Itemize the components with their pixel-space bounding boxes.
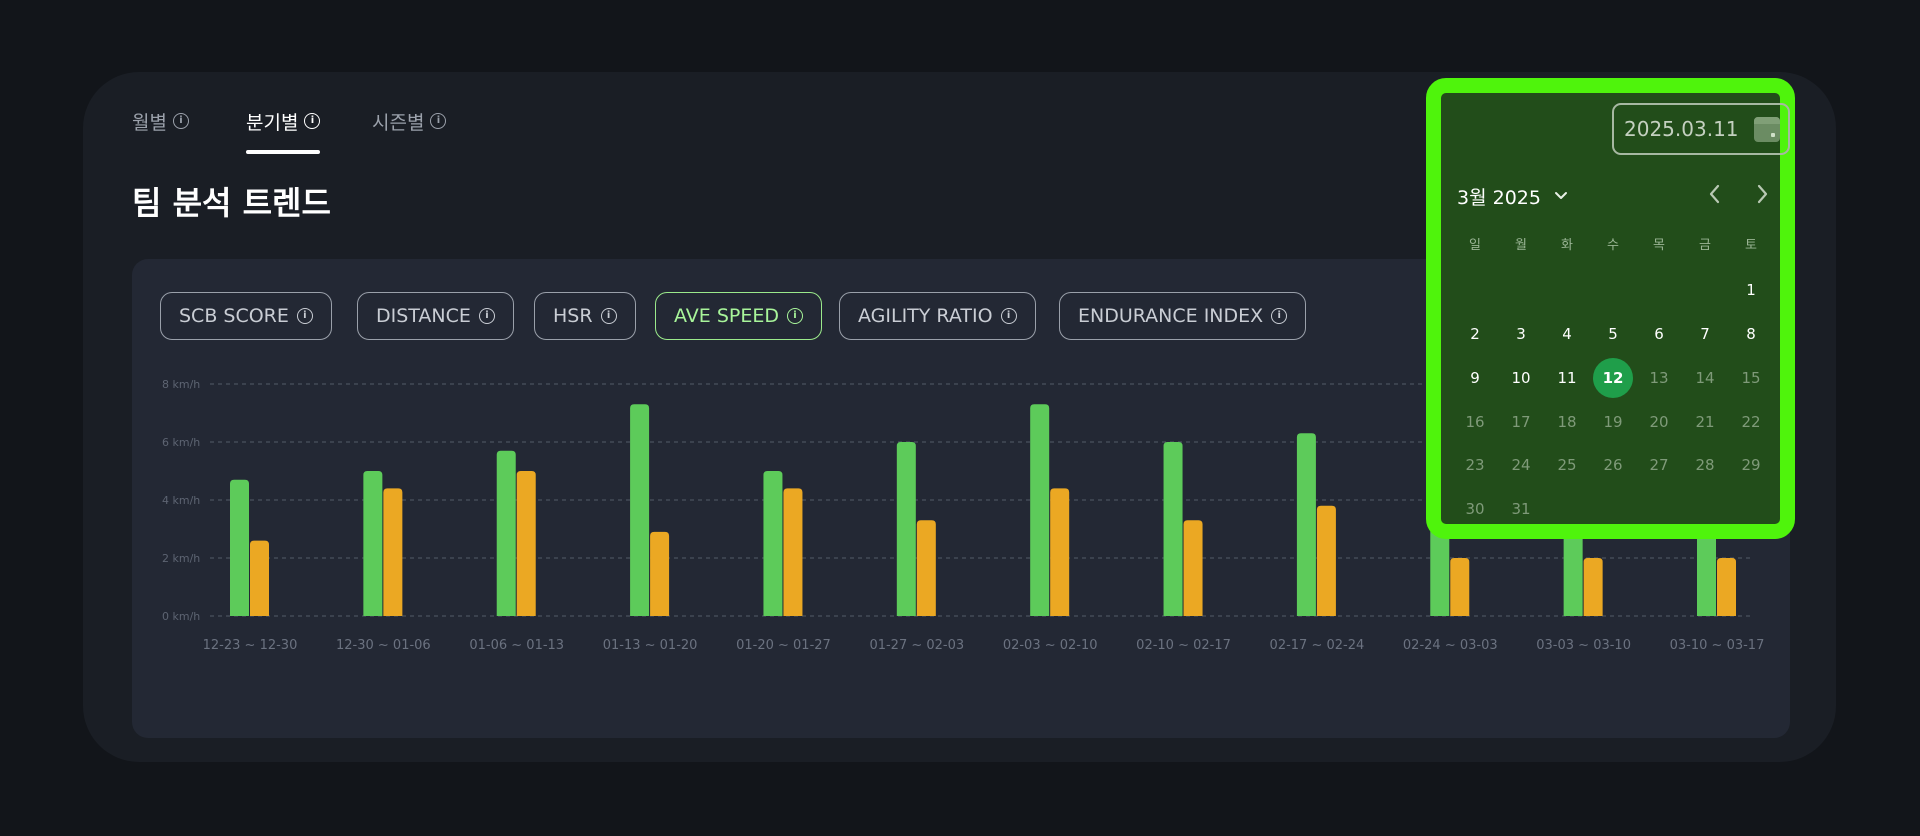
calendar-day: 30 — [1465, 500, 1485, 518]
info-icon[interactable]: i — [296, 308, 313, 324]
calendar-day: 24 — [1511, 456, 1531, 474]
page-title: 팀 분석 트렌드 — [132, 184, 331, 222]
calendar-day[interactable]: 1 — [1746, 281, 1756, 299]
tab-monthly-label: 월별 — [132, 112, 167, 134]
calendar-day: 23 — [1465, 456, 1485, 474]
info-icon[interactable]: i — [600, 308, 617, 324]
selected-day[interactable]: 12 — [1593, 358, 1633, 398]
info-icon[interactable]: i — [478, 308, 495, 324]
chip-distance[interactable]: DISTANCE i — [357, 292, 514, 340]
info-icon[interactable]: i — [1000, 308, 1017, 324]
calendar-day: 21 — [1695, 413, 1715, 431]
calendar-day[interactable]: 11 — [1557, 369, 1577, 387]
calendar-day: 26 — [1603, 456, 1623, 474]
calendar-day: 14 — [1695, 369, 1715, 387]
weekday-label: 목 — [1653, 238, 1665, 253]
info-icon[interactable]: i — [786, 308, 803, 324]
tab-seasonal[interactable]: 시즌별 i — [372, 108, 447, 154]
tab-quarterly[interactable]: 분기별 i — [246, 108, 321, 154]
tab-monthly[interactable]: 월별 i — [132, 108, 189, 154]
chevron-down-icon[interactable] — [1550, 184, 1572, 206]
weekday-label: 금 — [1699, 238, 1711, 253]
next-month-button[interactable] — [1749, 180, 1775, 208]
weekday-label: 일 — [1469, 238, 1481, 253]
calendar-day[interactable]: 10 — [1511, 369, 1531, 387]
calendar-day: 22 — [1741, 413, 1761, 431]
calendar-day: 31 — [1511, 500, 1531, 518]
chip-scb-score[interactable]: SCB SCORE i — [160, 292, 332, 340]
calendar-day: 20 — [1649, 413, 1669, 431]
info-icon[interactable]: i — [172, 113, 189, 129]
calendar-day: 18 — [1557, 413, 1577, 431]
chip-agility-ratio[interactable]: AGILITY RATIO i — [839, 292, 1036, 340]
chip-label: SCB SCORE — [179, 305, 289, 327]
info-icon[interactable]: i — [1271, 308, 1288, 324]
calendar-day[interactable]: 5 — [1608, 325, 1618, 343]
calendar-icon[interactable] — [1754, 117, 1780, 142]
tab-seasonal-label: 시즌별 — [372, 112, 425, 134]
calendar-day[interactable]: 4 — [1562, 325, 1572, 343]
chip-label: AVE SPEED — [674, 305, 779, 327]
calendar-day[interactable]: 7 — [1700, 325, 1710, 343]
calendar-day: 17 — [1511, 413, 1531, 431]
calendar-day: 25 — [1557, 456, 1577, 474]
calendar-day[interactable]: 2 — [1470, 325, 1480, 343]
calendar-day: 15 — [1741, 369, 1761, 387]
calendar-day[interactable]: 9 — [1470, 369, 1480, 387]
weekday-label: 토 — [1745, 238, 1757, 253]
calendar-day[interactable]: 6 — [1654, 325, 1664, 343]
calendar-day: 16 — [1465, 413, 1485, 431]
chip-ave-speed[interactable]: AVE SPEED i — [655, 292, 822, 340]
calendar-day: 19 — [1603, 413, 1623, 431]
chip-endurance-index[interactable]: ENDURANCE INDEX i — [1059, 292, 1307, 340]
chip-label: HSR — [553, 305, 593, 327]
chip-hsr[interactable]: HSR i — [534, 292, 636, 340]
calendar-day: 27 — [1649, 456, 1669, 474]
calendar-day[interactable]: 3 — [1516, 325, 1526, 343]
weekday-label: 수 — [1607, 238, 1619, 253]
info-icon[interactable]: i — [430, 113, 447, 129]
weekday-label: 화 — [1561, 238, 1573, 253]
date-input-value: 2025.03.11 — [1624, 117, 1739, 141]
chip-label: AGILITY RATIO — [858, 305, 993, 327]
chip-label: DISTANCE — [376, 305, 471, 327]
calendar-day: 29 — [1741, 456, 1761, 474]
calendar-day: 13 — [1649, 369, 1669, 387]
date-input[interactable]: 2025.03.11 — [1612, 103, 1790, 155]
tab-quarterly-label: 분기별 — [246, 112, 299, 134]
weekday-label: 월 — [1515, 238, 1527, 253]
prev-month-button[interactable] — [1702, 180, 1728, 208]
info-icon[interactable]: i — [304, 113, 321, 129]
calendar-day[interactable]: 8 — [1746, 325, 1756, 343]
chip-label: ENDURANCE INDEX — [1078, 305, 1264, 327]
month-label: 3월 2025 — [1457, 187, 1541, 209]
calendar-day: 28 — [1695, 456, 1715, 474]
